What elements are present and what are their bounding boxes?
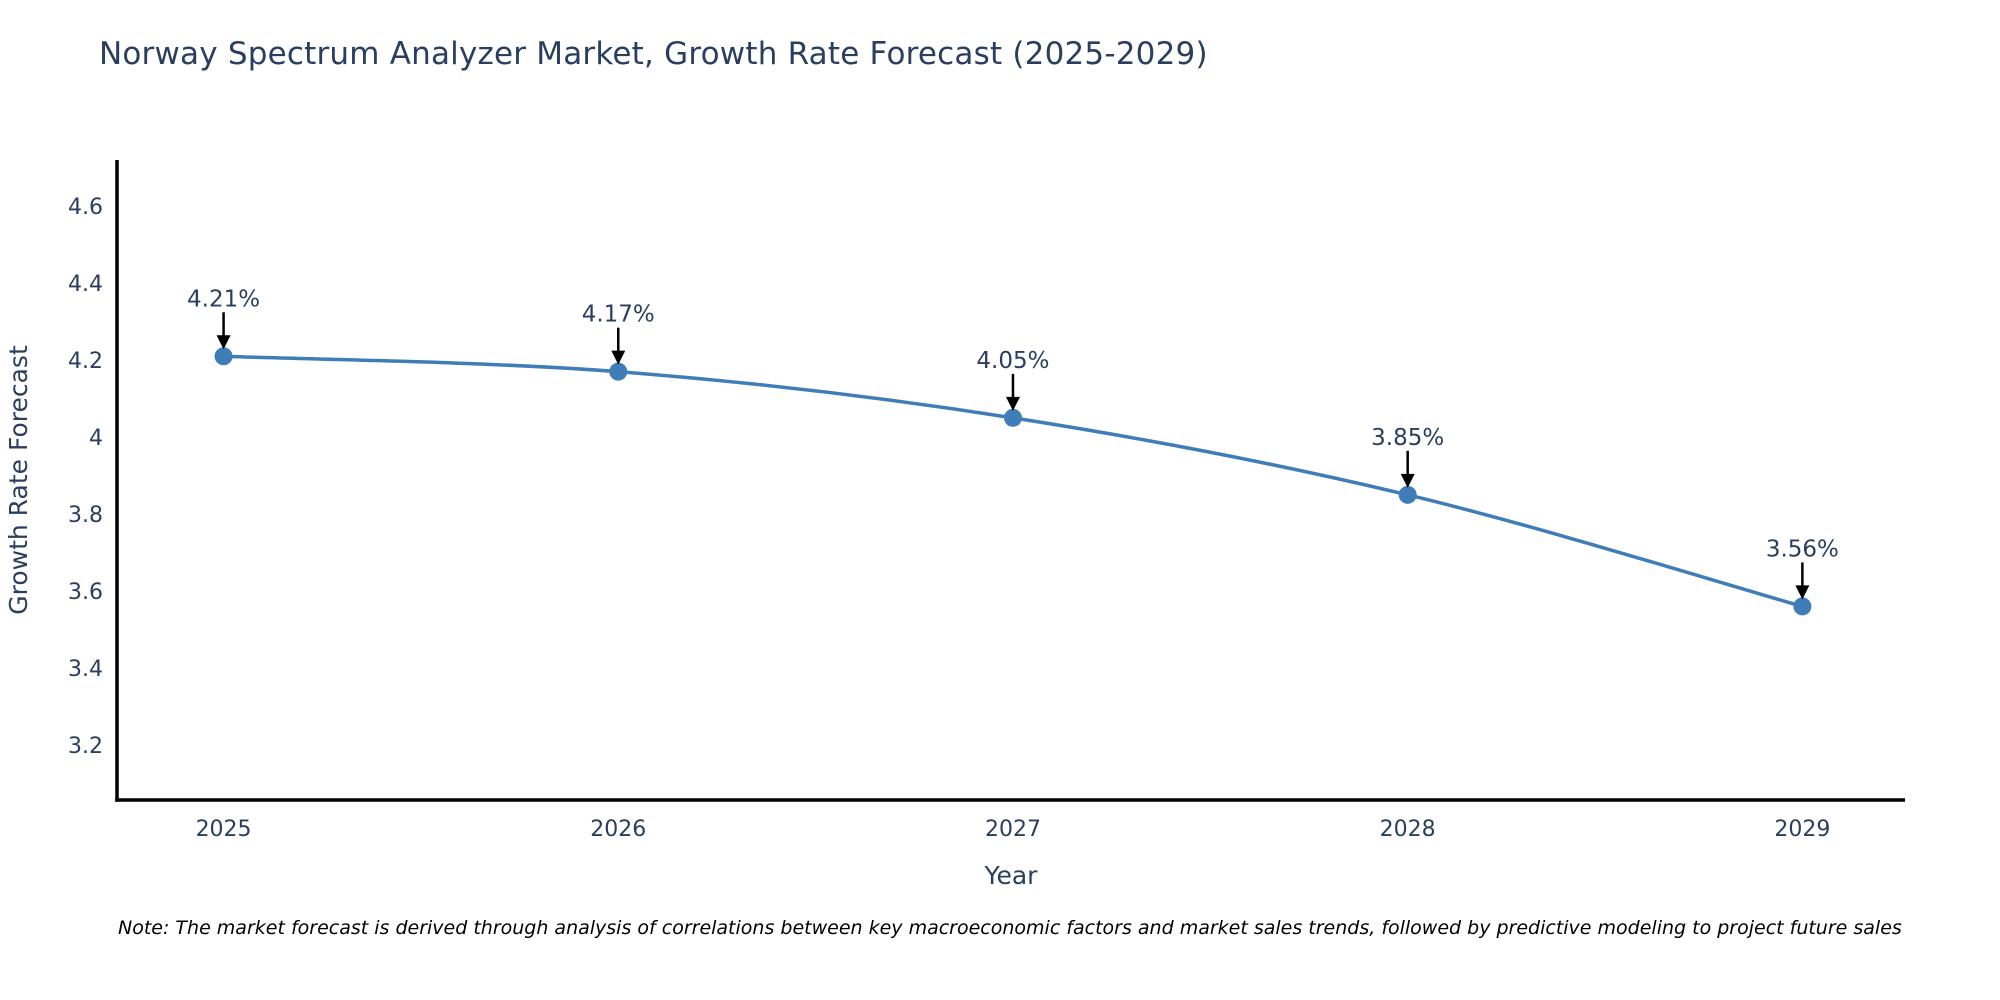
x-tick-label: 2029 [1774,817,1830,842]
data-point-marker [1793,597,1812,616]
y-tick-label: 3.6 [68,580,103,605]
data-point-label: 4.17% [582,302,655,328]
y-tick-label: 4.2 [68,349,103,374]
y-tick-label: 3.2 [68,734,103,759]
y-tick-label: 4.4 [68,272,103,297]
data-point-label: 3.85% [1371,425,1444,451]
y-tick-label: 4 [89,426,103,451]
annotation-arrowhead-icon [216,335,231,350]
data-point-marker [1398,485,1417,504]
y-axis-title: Growth Rate Forecast [4,345,33,615]
data-point-label: 4.21% [187,286,260,312]
y-tick-label: 3.8 [68,503,103,528]
x-tick-label: 2025 [196,817,252,842]
annotation-arrowhead-icon [611,350,626,365]
x-tick-label: 2028 [1380,817,1436,842]
annotation-arrowhead-icon [1005,396,1020,411]
footnote: Note: The market forecast is derived thr… [118,917,1902,939]
chart-title: Norway Spectrum Analyzer Market, Growth … [99,36,1208,72]
annotation-arrowhead-icon [1795,585,1810,600]
y-tick-label: 4.6 [68,195,103,220]
data-point-marker [214,347,233,366]
annotation-arrowhead-icon [1400,473,1415,488]
data-point-label: 4.05% [976,348,1049,374]
data-point-marker [1003,408,1022,427]
data-point-label: 3.56% [1766,536,1839,562]
x-tick-label: 2027 [985,817,1041,842]
x-axis-title: Year [984,861,1039,890]
data-point-marker [609,362,628,381]
y-tick-label: 3.4 [68,657,103,682]
x-tick-label: 2026 [590,817,646,842]
